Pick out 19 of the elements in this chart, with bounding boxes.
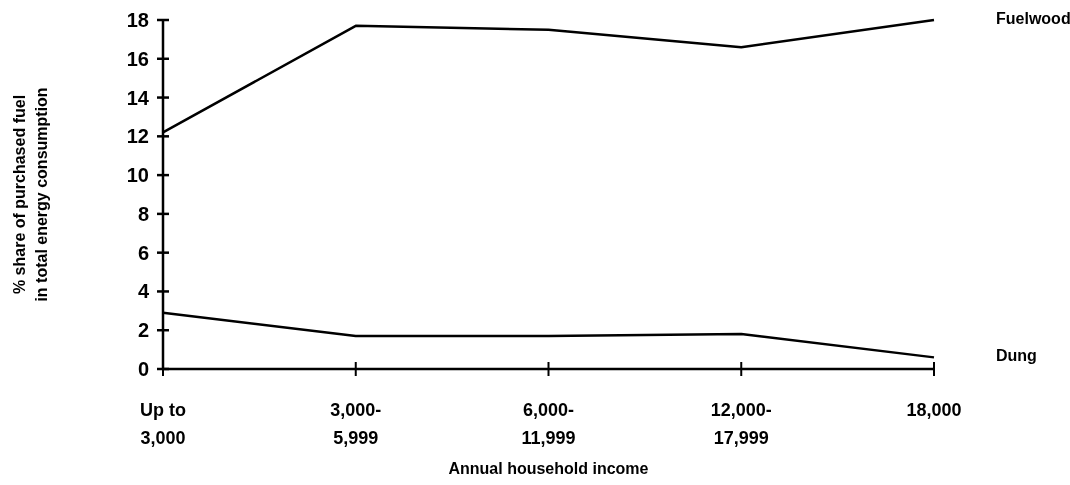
- x-tick-label: 6,000- 11,999: [521, 400, 576, 448]
- y-tick-label: 4: [137, 280, 150, 303]
- y-tick-label: 12: [126, 125, 149, 148]
- y-tick-label: 18: [126, 9, 149, 31]
- x-tick-label: 12,000- 17,999: [710, 400, 772, 448]
- y-tick-label: 16: [126, 47, 149, 70]
- y-tick-label: 8: [137, 202, 149, 225]
- text: Fuelwood: [996, 10, 1070, 27]
- y-tick-label: 6: [137, 241, 149, 264]
- x-axis-title: Annual household income: [448, 460, 649, 477]
- y-tick-label: 14: [126, 86, 150, 109]
- x-tick-label: 3,000- 5,999: [330, 400, 382, 448]
- text: Dung: [996, 347, 1037, 365]
- x-tick-label: 18,000: [906, 400, 962, 420]
- y-axis-title: % share of purchased fuel in total energy consumption: [11, 87, 50, 302]
- y-tick-label: 0: [137, 358, 149, 380]
- y-tick-label: 2: [137, 319, 149, 342]
- x-tick-label: Up to 3,000: [140, 400, 186, 448]
- y-tick-label: 10: [126, 164, 149, 187]
